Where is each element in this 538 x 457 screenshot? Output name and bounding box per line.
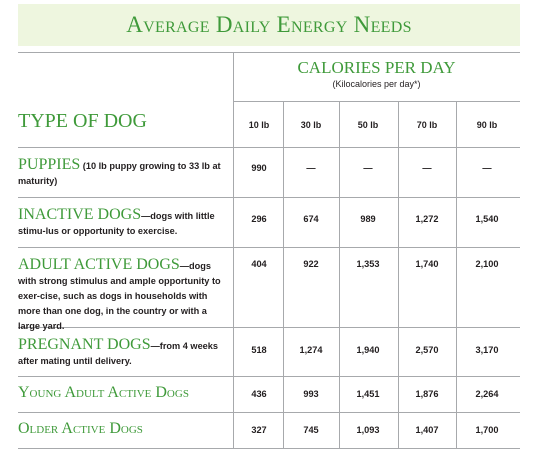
table-cell: 993	[303, 389, 319, 399]
table-cell: 436	[251, 389, 267, 399]
row-divider	[18, 327, 520, 328]
table-cell: —	[482, 163, 492, 173]
row-label-young-adult-active-dogs: Young Adult Active Dogs	[18, 385, 228, 402]
row-divider	[18, 448, 520, 449]
row-description: —dogs with strong stimulus and ample opp…	[18, 261, 221, 331]
row-description: —dogs with little stimu-lus or opportuni…	[18, 211, 215, 236]
column-divider	[398, 101, 399, 448]
table-cell: 922	[303, 259, 319, 269]
row-description: (10 lb puppy growing to 33 lb at maturit…	[18, 161, 221, 186]
table-cell: 296	[251, 214, 267, 224]
table-cell: 3,170	[475, 345, 499, 355]
row-description: —from 4 weeks after mating until deliver…	[18, 341, 219, 366]
weight-header: 90 lb	[476, 120, 498, 130]
weight-header: 30 lb	[300, 120, 322, 130]
row-divider	[18, 247, 520, 248]
table-cell: 1,407	[415, 425, 439, 435]
table-cell: 1,451	[356, 389, 380, 399]
table-cell: 1,353	[356, 259, 380, 269]
table-cell: 989	[360, 214, 376, 224]
row-label-puppies: PUPPIES (10 lb puppy growing to 33 lb at…	[18, 157, 228, 189]
row-name: Older Active Dogs	[18, 420, 143, 437]
table-cell: 327	[251, 425, 267, 435]
table-cell: 1,093	[356, 425, 380, 435]
table-cell: 2,264	[475, 389, 499, 399]
row-name: INACTIVE DOGS	[18, 206, 142, 223]
table-cell: 1,700	[475, 425, 499, 435]
row-label-older-active-dogs: Older Active Dogs	[18, 421, 228, 438]
table-cell: —	[422, 163, 432, 173]
column-divider	[233, 52, 234, 448]
table-cell: 1,740	[415, 259, 439, 269]
table-cell: 674	[303, 214, 319, 224]
row-divider	[18, 412, 520, 413]
column-divider	[339, 101, 340, 448]
table-cell: 1,272	[415, 214, 439, 224]
row-name: PREGNANT DOGS	[18, 336, 151, 353]
table-title: Average Daily Energy Needs	[18, 4, 520, 46]
row-name: ADULT ACTIVE DOGS	[18, 256, 180, 273]
row-name: PUPPIES	[18, 156, 81, 173]
table-cell: 404	[251, 259, 267, 269]
table-cell: 2,570	[415, 345, 439, 355]
rule-under-calories-header	[233, 101, 520, 102]
weight-header: 10 lb	[248, 120, 270, 130]
table-cell: 990	[251, 163, 267, 173]
row-label-pregnant-dogs: PREGNANT DOGS—from 4 weeks after mating …	[18, 337, 228, 369]
table-cell: 1,940	[356, 345, 380, 355]
row-name: Young Adult Active Dogs	[18, 384, 189, 401]
table-cell: —	[306, 163, 316, 173]
weight-header: 70 lb	[416, 120, 438, 130]
rule-under-title	[18, 52, 520, 53]
table-cell: 2,100	[475, 259, 499, 269]
column-divider	[283, 101, 284, 448]
row-label-adult-active-dogs: ADULT ACTIVE DOGS—dogs with strong stimu…	[18, 257, 228, 334]
type-of-dog-header: TYPE OF DOG	[18, 110, 147, 132]
row-label-inactive-dogs: INACTIVE DOGS—dogs with little stimu-lus…	[18, 207, 228, 239]
row-divider	[18, 376, 520, 377]
calories-title: CALORIES PER DAY	[297, 58, 456, 77]
rule-under-column-header	[18, 147, 520, 148]
table-cell: —	[363, 163, 373, 173]
calories-header: CALORIES PER DAY (Kilocalories per day*)	[234, 58, 519, 89]
row-divider	[18, 197, 520, 198]
calories-subtitle: (Kilocalories per day*)	[332, 79, 421, 89]
table-cell: 518	[251, 345, 267, 355]
weight-header: 50 lb	[357, 120, 379, 130]
column-divider	[456, 101, 457, 448]
table-cell: 1,274	[299, 345, 323, 355]
table-cell: 1,540	[475, 214, 499, 224]
table-cell: 745	[303, 425, 319, 435]
table-cell: 1,876	[415, 389, 439, 399]
